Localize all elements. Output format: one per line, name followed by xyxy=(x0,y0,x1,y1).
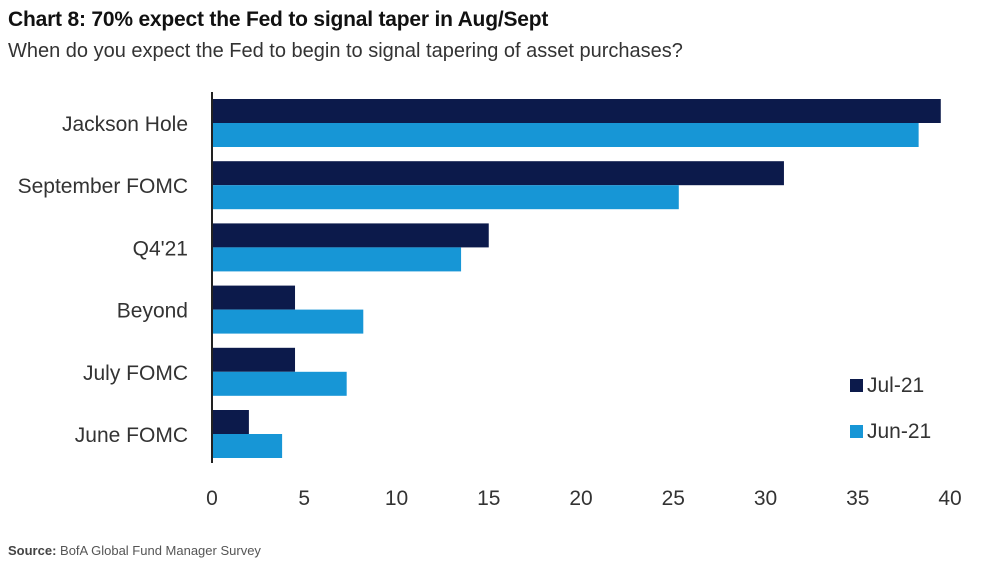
bar-jun-21-beyond xyxy=(212,309,364,334)
bar-jul-21-q4-21 xyxy=(212,223,489,248)
x-tick-label-30: 30 xyxy=(754,487,777,510)
chart-subtitle: When do you expect the Fed to begin to s… xyxy=(8,40,683,62)
category-label-june-fomc: June FOMC xyxy=(75,424,188,447)
bar-jun-21-september-fomc xyxy=(212,185,679,210)
x-tick-label-10: 10 xyxy=(385,487,408,510)
bar-jul-21-june-fomc xyxy=(212,410,249,434)
category-label-jackson-hole: Jackson Hole xyxy=(62,113,188,136)
x-tick-label-25: 25 xyxy=(662,487,685,510)
x-tick-label-15: 15 xyxy=(477,487,500,510)
legend-swatch-jul-21 xyxy=(850,379,863,392)
legend-swatch-jun-21 xyxy=(850,425,863,438)
legend-label-jul-21: Jul-21 xyxy=(867,374,924,397)
source-text: BofA Global Fund Manager Survey xyxy=(60,543,261,558)
x-tick-label-40: 40 xyxy=(938,487,961,510)
x-tick-label-5: 5 xyxy=(298,487,310,510)
bar-jul-21-july-fomc xyxy=(212,347,296,372)
bar-jun-21-june-fomc xyxy=(212,434,283,458)
category-label-july-fomc: July FOMC xyxy=(83,362,188,385)
bar-jul-21-beyond xyxy=(212,285,296,310)
bar-jun-21-jackson-hole xyxy=(212,123,919,147)
category-label-beyond: Beyond xyxy=(117,300,188,323)
x-tick-label-35: 35 xyxy=(846,487,869,510)
bar-jun-21-july-fomc xyxy=(212,371,347,396)
bar-jul-21-jackson-hole xyxy=(212,99,941,123)
bar-jul-21-september-fomc xyxy=(212,161,784,186)
bar-jun-21-q4-21 xyxy=(212,247,462,272)
category-label-q4-21: Q4'21 xyxy=(133,237,188,260)
legend-label-jun-21: Jun-21 xyxy=(867,420,931,443)
source-note: Source: BofA Global Fund Manager Survey xyxy=(8,543,261,558)
x-tick-label-20: 20 xyxy=(569,487,592,510)
chart-title: Chart 8: 70% expect the Fed to signal ta… xyxy=(8,8,549,31)
category-label-september-fomc: September FOMC xyxy=(18,175,188,198)
source-label: Source: xyxy=(8,543,57,558)
x-tick-label-0: 0 xyxy=(206,487,218,510)
